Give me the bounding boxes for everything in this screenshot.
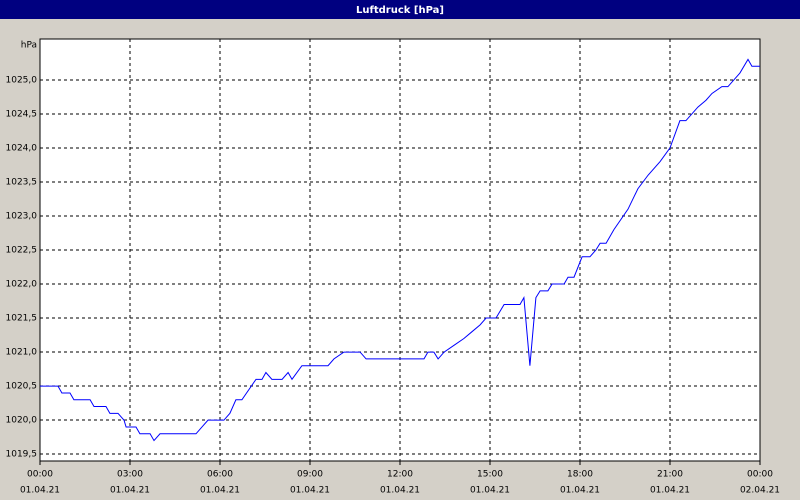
y-tick-label: 1025,0 <box>6 75 38 85</box>
x-tick-date: 01.04.21 <box>20 486 60 496</box>
x-tick-date: 01.04.21 <box>560 486 600 496</box>
y-tick-label: 1019,5 <box>6 450 38 460</box>
x-tick-date: 01.04.21 <box>110 486 150 496</box>
x-tick-date: 01.04.21 <box>650 486 690 496</box>
y-tick-label: 1022,5 <box>6 246 38 256</box>
y-tick-label: 1023,5 <box>6 177 38 187</box>
x-tick-label: 15:00 <box>477 470 503 480</box>
x-tick-label: 06:00 <box>207 470 233 480</box>
y-tick-label: 1021,0 <box>6 348 38 358</box>
y-tick-label: 1024,5 <box>6 109 38 119</box>
data-line <box>40 58 760 442</box>
y-tick-label: 1021,5 <box>6 314 38 324</box>
x-tick-date: 01.04.21 <box>380 486 420 496</box>
x-tick-label: 00:00 <box>747 470 773 480</box>
chart-title: Luftdruck [hPa] <box>356 5 444 16</box>
x-tick-label: 03:00 <box>117 470 143 480</box>
y-axis-label: hPa <box>21 41 37 51</box>
x-tick-label: 12:00 <box>387 470 413 480</box>
x-tick-label: 09:00 <box>297 470 323 480</box>
y-tick-label: 1020,5 <box>6 382 38 392</box>
x-tick-label: 18:00 <box>567 470 593 480</box>
y-tick-label: 1023,0 <box>6 211 38 221</box>
x-tick-date: 01.04.21 <box>470 486 510 496</box>
x-tick-date: 01.04.21 <box>200 486 240 496</box>
x-tick-label: 21:00 <box>657 470 683 480</box>
x-tick-date: 02.04.21 <box>740 486 780 496</box>
y-tick-label: 1022,0 <box>6 280 38 290</box>
y-tick-label: 1020,0 <box>6 416 38 426</box>
x-tick-label: 00:00 <box>27 470 53 480</box>
x-tick-date: 01.04.21 <box>290 486 330 496</box>
y-tick-label: 1024,0 <box>6 143 38 153</box>
title-bar <box>0 0 800 19</box>
